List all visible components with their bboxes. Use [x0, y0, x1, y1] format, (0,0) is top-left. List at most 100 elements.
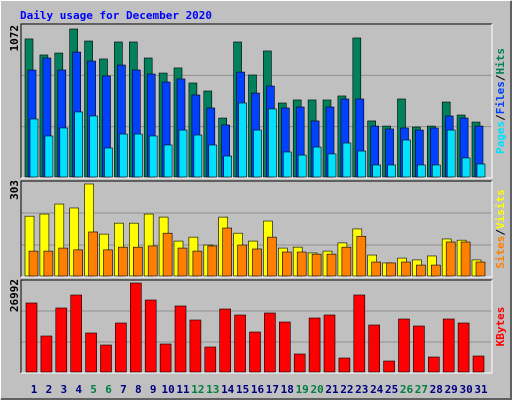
- legend-entry: Visits: [494, 189, 507, 229]
- bar: [58, 247, 69, 277]
- x-tick-label: 13: [206, 383, 219, 396]
- bar: [115, 322, 127, 373]
- bar: [192, 250, 203, 277]
- plot-border-dark: [20, 279, 492, 373]
- bar: [431, 164, 441, 178]
- bar: [148, 135, 158, 178]
- bar: [178, 129, 188, 178]
- bar: [282, 151, 292, 178]
- bar: [445, 241, 456, 277]
- bar: [311, 253, 322, 277]
- x-tick-label: 20: [310, 383, 323, 396]
- bar: [386, 262, 396, 277]
- bar: [327, 153, 337, 178]
- bar: [223, 155, 232, 178]
- bar: [88, 231, 98, 277]
- bar: [252, 248, 262, 277]
- x-tick-label: 1: [31, 383, 38, 396]
- x-tick-label: 11: [176, 383, 190, 396]
- x-tick-label: 28: [430, 383, 443, 396]
- bar: [204, 346, 217, 373]
- bar: [264, 312, 276, 373]
- x-tick-label: 14: [221, 383, 235, 396]
- bar: [162, 232, 173, 277]
- bar: [43, 250, 54, 277]
- bar: [372, 164, 382, 178]
- bar: [442, 318, 455, 373]
- x-tick-label: 24: [370, 383, 384, 396]
- bar: [427, 356, 440, 373]
- bar: [341, 246, 352, 277]
- x-tick-label: 23: [355, 383, 368, 396]
- y-tick-label: 1072: [8, 25, 21, 52]
- legend-entry: Files: [494, 81, 507, 114]
- bar: [238, 102, 247, 178]
- bar: [219, 308, 231, 373]
- plot-border-light: [21, 181, 493, 278]
- legend-entry: Sites: [494, 236, 507, 269]
- bar: [457, 322, 470, 373]
- x-tick-label: 31: [474, 383, 488, 396]
- bar: [193, 134, 203, 178]
- bar: [55, 307, 68, 373]
- plot-border-dark: [20, 23, 492, 178]
- legend-entry: Pages: [494, 121, 507, 154]
- bar: [323, 314, 336, 373]
- x-tick-label: 29: [445, 383, 458, 396]
- bar: [401, 261, 411, 277]
- bar: [249, 331, 261, 373]
- bar: [476, 163, 486, 178]
- bar: [70, 294, 82, 373]
- x-tick-label: 26: [400, 383, 414, 396]
- x-tick-label: 16: [251, 383, 265, 396]
- bar: [267, 236, 277, 277]
- bar: [28, 250, 39, 277]
- bar: [293, 353, 306, 373]
- bar: [460, 241, 471, 277]
- bar: [189, 319, 202, 373]
- bar: [353, 294, 366, 373]
- bar: [134, 133, 143, 178]
- plot-border-light: [21, 24, 493, 179]
- bar: [371, 261, 382, 277]
- bar: [446, 129, 456, 178]
- bar: [59, 127, 69, 178]
- bar: [430, 264, 441, 277]
- bar: [356, 235, 367, 277]
- x-tick-label: 30: [459, 383, 472, 396]
- bar: [85, 332, 97, 373]
- x-tick-label: 3: [60, 383, 67, 396]
- bar: [73, 249, 83, 277]
- bar: [338, 357, 351, 373]
- x-tick-label: 25: [385, 383, 398, 396]
- bar: [100, 344, 112, 373]
- legend-separator: /: [494, 114, 507, 121]
- legend-entry: Hits: [494, 48, 507, 75]
- bar: [222, 227, 232, 277]
- bar: [207, 245, 218, 277]
- bar: [44, 135, 54, 178]
- bar: [103, 249, 113, 277]
- bar: [416, 264, 426, 277]
- x-tick-label: 12: [191, 383, 204, 396]
- bar: [253, 129, 262, 178]
- bar: [461, 157, 471, 178]
- bar: [144, 299, 157, 373]
- bar: [383, 360, 395, 373]
- bar: [413, 325, 425, 373]
- bar: [119, 133, 128, 178]
- x-tick-label: 18: [281, 383, 294, 396]
- bar: [357, 150, 367, 178]
- legend: Sites/Visits: [494, 189, 507, 269]
- bar: [25, 302, 38, 373]
- bar: [159, 343, 172, 373]
- y-tick-label: 303: [8, 180, 21, 200]
- bar: [89, 115, 98, 178]
- legend: Pages/Files/Hits: [494, 48, 507, 154]
- x-tick-label: 2: [46, 383, 53, 396]
- bar: [130, 282, 142, 373]
- bar: [147, 245, 158, 277]
- bar: [104, 147, 113, 178]
